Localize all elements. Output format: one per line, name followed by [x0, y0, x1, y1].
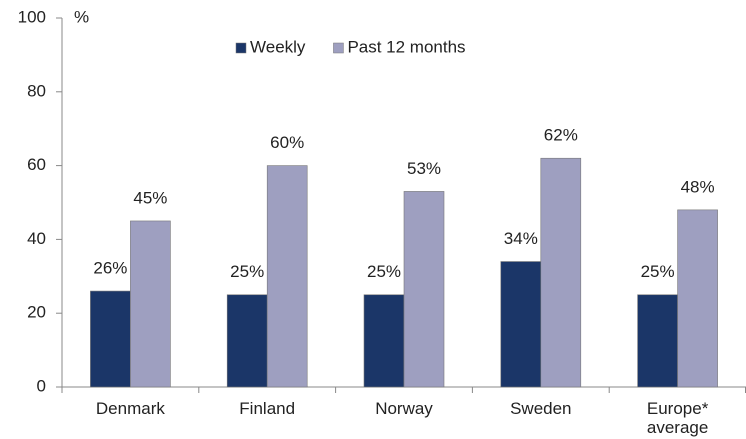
value-label: 25% — [367, 262, 401, 281]
value-label: 62% — [544, 126, 578, 145]
value-label: 26% — [93, 259, 127, 278]
bar — [130, 220, 171, 388]
bar — [226, 294, 268, 388]
bar — [363, 294, 405, 388]
value-label: 48% — [681, 177, 715, 196]
value-label: 34% — [504, 229, 538, 248]
value-label: 53% — [407, 159, 441, 178]
x-tick-label: Finland — [239, 399, 296, 418]
y-tick-label: 60 — [27, 155, 46, 174]
y-tick-label: 0 — [37, 376, 46, 395]
legend-label: Weekly — [250, 37, 306, 56]
y-tick-label: 20 — [27, 303, 46, 322]
legend-swatch — [333, 42, 344, 54]
bar — [637, 294, 678, 388]
x-tick-label: Sweden — [510, 399, 572, 418]
x-tick-label: Norway — [375, 399, 433, 418]
y-tick-label: 100 — [18, 7, 46, 26]
value-label: 60% — [270, 133, 304, 152]
bar — [266, 165, 308, 388]
x-tick-label: Europe* average — [646, 399, 709, 437]
value-label: 25% — [230, 262, 264, 281]
x-tick-label: Denmark — [95, 399, 165, 418]
bar — [500, 261, 542, 388]
y-axis-label: % — [74, 7, 89, 26]
y-tick-label: 80 — [27, 81, 46, 100]
legend-label: Past 12 months — [347, 37, 465, 56]
bar — [90, 290, 131, 388]
bar — [540, 157, 582, 388]
bar — [403, 191, 445, 388]
value-label: 25% — [641, 262, 675, 281]
bar — [677, 209, 718, 388]
y-tick-label: 40 — [27, 229, 46, 248]
value-label: 45% — [133, 188, 167, 207]
legend-swatch — [235, 42, 247, 54]
